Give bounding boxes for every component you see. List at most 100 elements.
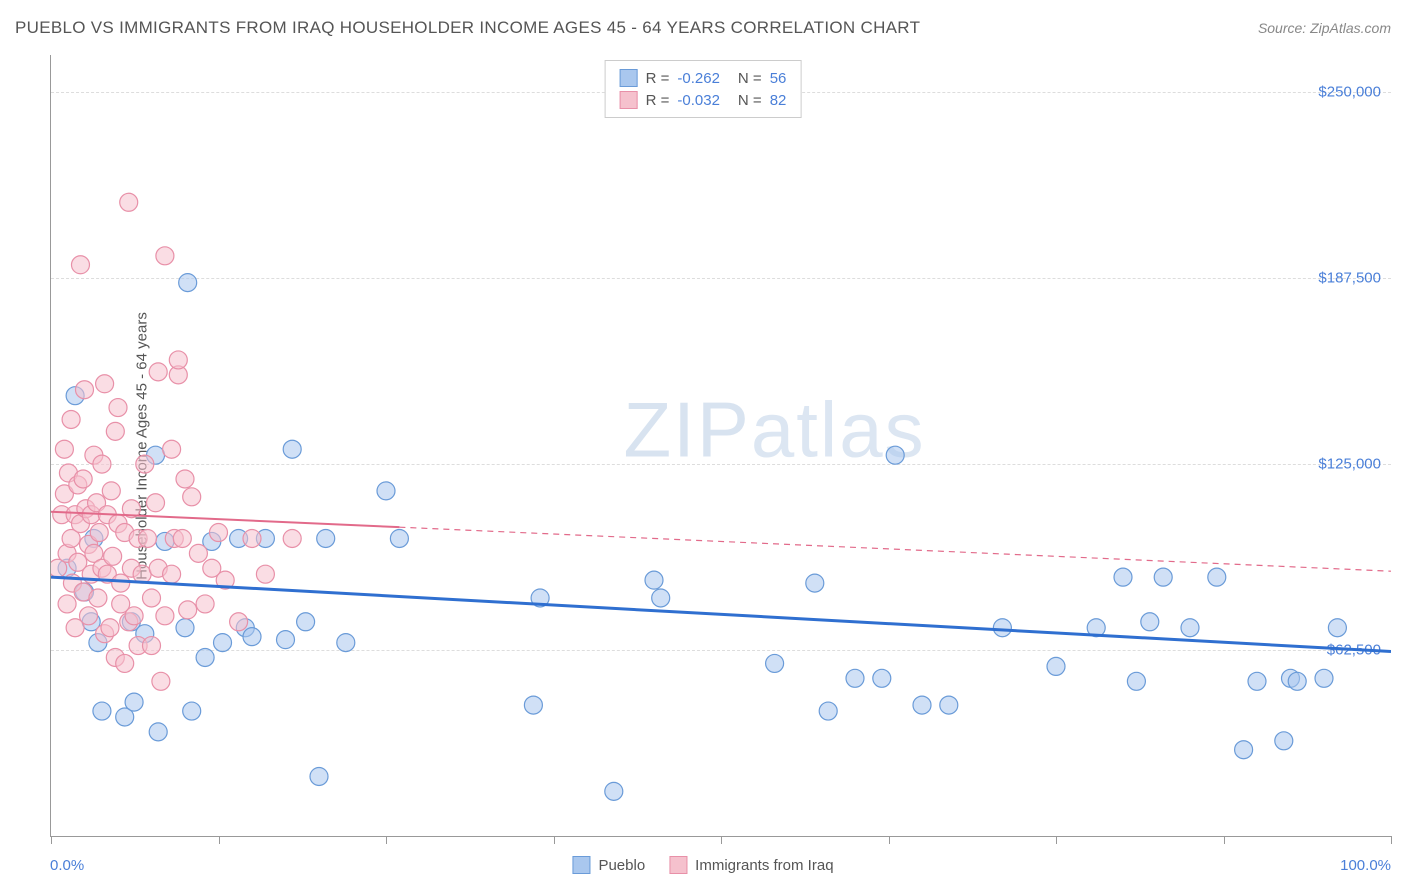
- data-point: [58, 595, 76, 613]
- data-point: [1154, 568, 1172, 586]
- chart-container: PUEBLO VS IMMIGRANTS FROM IRAQ HOUSEHOLD…: [0, 0, 1406, 892]
- data-point: [93, 702, 111, 720]
- data-point: [147, 494, 165, 512]
- data-point: [125, 607, 143, 625]
- x-tick: [219, 836, 220, 844]
- corr-r-value-2: -0.032: [677, 92, 720, 109]
- data-point: [143, 589, 161, 607]
- data-point: [214, 634, 232, 652]
- data-point: [93, 455, 111, 473]
- data-point: [337, 634, 355, 652]
- corr-n-value-2: 82: [770, 92, 787, 109]
- trend-line-dashed: [399, 527, 1391, 571]
- data-point: [1248, 672, 1266, 690]
- data-point: [138, 529, 156, 547]
- data-point: [1114, 568, 1132, 586]
- data-point: [183, 488, 201, 506]
- data-point: [766, 654, 784, 672]
- data-point: [116, 654, 134, 672]
- data-point: [390, 529, 408, 547]
- data-point: [230, 613, 248, 631]
- data-point: [156, 247, 174, 265]
- data-point: [806, 574, 824, 592]
- correlation-row-2: R = -0.032 N = 82: [620, 89, 787, 111]
- data-point: [163, 440, 181, 458]
- x-axis-min-label: 0.0%: [50, 857, 84, 874]
- data-point: [112, 574, 130, 592]
- data-point: [1275, 732, 1293, 750]
- corr-n-value-1: 56: [770, 70, 787, 87]
- data-point: [819, 702, 837, 720]
- data-point: [1181, 619, 1199, 637]
- data-point: [873, 669, 891, 687]
- data-point: [1127, 672, 1145, 690]
- data-point: [176, 619, 194, 637]
- data-point: [96, 375, 114, 393]
- source-attribution: Source: ZipAtlas.com: [1258, 20, 1391, 36]
- data-point: [101, 619, 119, 637]
- chart-title: PUEBLO VS IMMIGRANTS FROM IRAQ HOUSEHOLD…: [15, 18, 920, 38]
- data-point: [163, 565, 181, 583]
- corr-r-value-1: -0.262: [677, 70, 720, 87]
- data-point: [196, 595, 214, 613]
- x-axis-max-label: 100.0%: [1340, 857, 1391, 874]
- data-point: [277, 631, 295, 649]
- swatch-series-1: [620, 69, 638, 87]
- title-bar: PUEBLO VS IMMIGRANTS FROM IRAQ HOUSEHOLD…: [15, 18, 1391, 38]
- data-point: [317, 529, 335, 547]
- data-point: [846, 669, 864, 687]
- x-tick: [721, 836, 722, 844]
- data-point: [189, 544, 207, 562]
- data-point: [1235, 741, 1253, 759]
- data-point: [196, 648, 214, 666]
- x-tick: [554, 836, 555, 844]
- data-point: [136, 455, 154, 473]
- data-point: [179, 601, 197, 619]
- data-point: [886, 446, 904, 464]
- data-point: [106, 422, 124, 440]
- data-point: [109, 399, 127, 417]
- data-point: [76, 381, 94, 399]
- x-tick: [386, 836, 387, 844]
- legend-label-1: Pueblo: [598, 857, 645, 874]
- data-point: [74, 470, 92, 488]
- data-point: [179, 274, 197, 292]
- data-point: [1315, 669, 1333, 687]
- data-point: [62, 410, 80, 428]
- data-point: [652, 589, 670, 607]
- plot-area: ZIPatlas $62,500$125,000$187,500$250,000: [50, 55, 1391, 837]
- data-point: [310, 767, 328, 785]
- series-legend: Pueblo Immigrants from Iraq: [572, 856, 833, 874]
- data-point: [940, 696, 958, 714]
- correlation-legend: R = -0.262 N = 56 R = -0.032 N = 82: [605, 60, 802, 118]
- data-point: [149, 723, 167, 741]
- corr-r-label-2: R =: [646, 92, 670, 109]
- data-point: [283, 529, 301, 547]
- data-point: [183, 702, 201, 720]
- x-tick: [1224, 836, 1225, 844]
- data-point: [89, 589, 107, 607]
- x-tick: [889, 836, 890, 844]
- data-point: [71, 256, 89, 274]
- corr-n-label-2: N =: [738, 92, 762, 109]
- data-point: [243, 628, 261, 646]
- corr-n-label-1: N =: [738, 70, 762, 87]
- data-point: [152, 672, 170, 690]
- data-point: [169, 351, 187, 369]
- data-point: [913, 696, 931, 714]
- data-point: [149, 363, 167, 381]
- data-point: [173, 529, 191, 547]
- legend-item-2: Immigrants from Iraq: [669, 856, 833, 874]
- legend-label-2: Immigrants from Iraq: [695, 857, 833, 874]
- data-point: [1047, 657, 1065, 675]
- corr-r-label-1: R =: [646, 70, 670, 87]
- data-point: [645, 571, 663, 589]
- plot-svg: [51, 55, 1391, 836]
- data-point: [1328, 619, 1346, 637]
- data-point: [143, 637, 161, 655]
- swatch-series-2: [620, 91, 638, 109]
- data-point: [283, 440, 301, 458]
- data-point: [1208, 568, 1226, 586]
- data-point: [524, 696, 542, 714]
- data-point: [243, 529, 261, 547]
